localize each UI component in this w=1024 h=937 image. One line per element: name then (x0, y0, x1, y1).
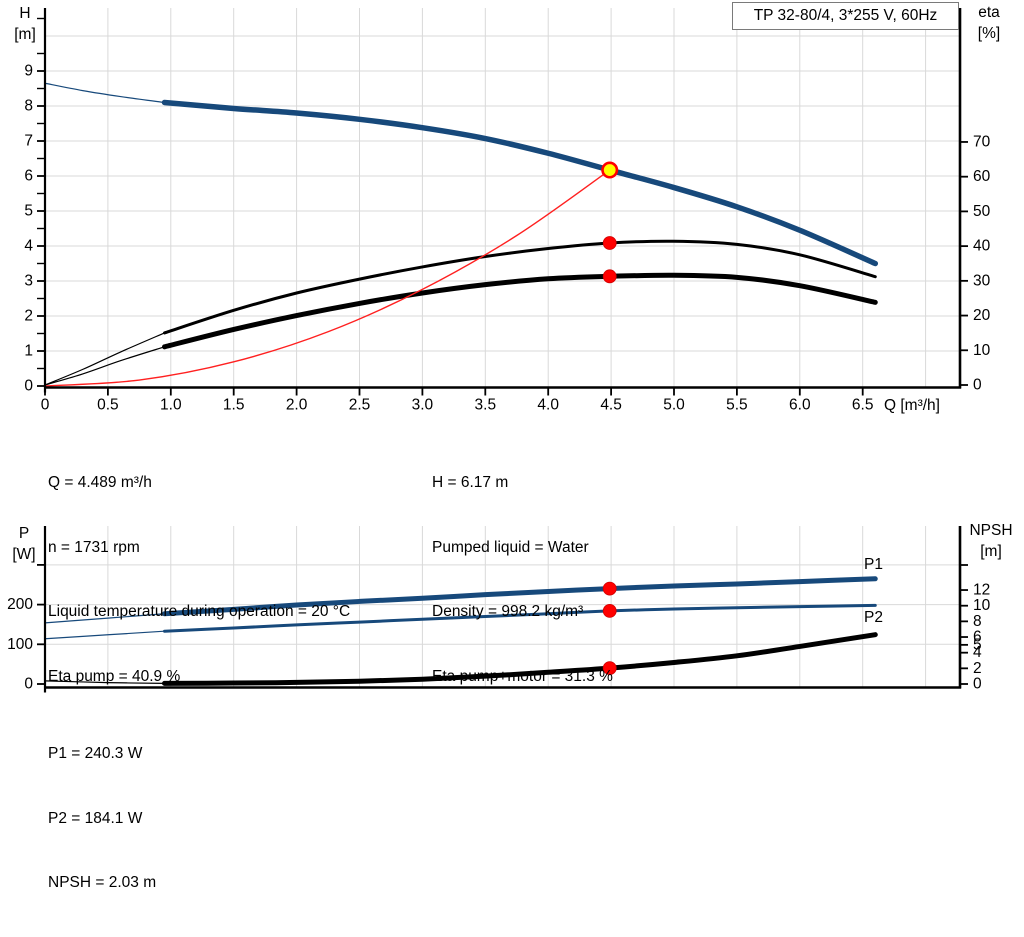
y-axis-right-tick-label: 10 (973, 597, 991, 614)
y-axis-left-tick-label: 1 (24, 343, 33, 360)
info-eta-pump: Eta pump = 40.9 % (48, 667, 181, 685)
eta-pump-motor-curve-thin (44, 346, 166, 386)
npsh-axis-unit: [m] (980, 543, 1002, 560)
y-axis-right-tick-label: 6 (973, 629, 982, 646)
x-axis-tick-label: 0 (41, 397, 50, 414)
x-axis-tick-label: 2.0 (286, 397, 308, 414)
x-axis-tick-label: 1.5 (223, 397, 245, 414)
p-axis-unit: [W] (12, 546, 36, 563)
duty-value-dot[interactable] (602, 269, 617, 284)
info-eta-pump-motor: Eta pump+motor = 31.3 % (432, 667, 613, 685)
info-p2: P2 = 184.1 W (48, 809, 143, 827)
y-axis-right-tick-label: 30 (973, 272, 991, 289)
info-head: H = 6.17 m (432, 474, 509, 491)
y-axis-right-tick-label: 2 (973, 660, 982, 677)
y-axis-right-tick-label: 5 (973, 636, 982, 653)
x-axis-tick-label: 5.5 (726, 397, 748, 414)
duty-value-dot[interactable] (602, 581, 617, 596)
x-axis-tick-label: 6.0 (789, 397, 811, 414)
info-flow: Q = 4.489 m³/h (48, 474, 152, 491)
y-axis-left-tick-label: 6 (24, 168, 33, 185)
pump-curve-report: 0 1 2 3 4 5 6 7 8 9 0 10 20 30 40 50 60 70 0 0.5 1.0 1.5 2.0 2.… (4, 2, 1020, 891)
y-axis-left-tick-label: 4 (24, 238, 33, 255)
h-axis-symbol: H (19, 5, 31, 22)
info-npsh: NPSH = 2.03 m (48, 874, 157, 891)
h-curve (161, 99, 879, 267)
q-axis-unit-label: Q [m³/h] (884, 397, 940, 414)
x-axis-tick-label: 2.5 (349, 397, 371, 414)
x-axis-tick-label: 3.5 (475, 397, 497, 414)
x-axis-tick-label: 3.0 (412, 397, 434, 414)
info-speed: n = 1731 rpm (48, 538, 140, 556)
npsh-curve (162, 632, 878, 686)
eta-axis-label: eta [%] (966, 2, 1012, 44)
duty-info-left: Q = 4.489 m³/h n = 1731 rpm Liquid tempe… (48, 429, 350, 730)
qh-eta-chart[interactable]: 0 1 2 3 4 5 6 7 8 9 0 10 20 30 40 50 60 70 0 0.5 1.0 1.5 2.0 2.… (24, 8, 991, 414)
y-axis-right-tick-label: 8 (973, 613, 982, 630)
h-curve-thin (44, 82, 166, 104)
npsh-axis-label: NPSH [m] (962, 520, 1020, 562)
y-axis-left-tick-label: 5 (24, 203, 33, 220)
y-axis-right-tick-label: 4 (973, 644, 982, 661)
y-axis-left-tick-label: 0 (24, 676, 33, 693)
y-axis-right-tick-label: 10 (973, 342, 991, 359)
power-info: P1 = 240.3 W P2 = 184.1 W NPSH = 2.03 m (48, 700, 156, 937)
info-density: Density = 998.2 kg/m³ (432, 603, 584, 620)
duty-value-dot[interactable] (602, 661, 617, 676)
p1-curve (162, 576, 878, 617)
p1-curve-thin (44, 613, 166, 624)
eta-axis-symbol: eta (978, 4, 1000, 21)
y-axis-right-tick-label: 0 (973, 676, 982, 693)
x-axis-tick-label: 1.0 (160, 397, 182, 414)
series-label-p1: P1 (864, 556, 883, 573)
p2-curve-thin (44, 630, 166, 640)
h-axis-label: H [m] (6, 3, 44, 45)
npsh-curve-thin (44, 680, 166, 684)
h-axis-unit: [m] (14, 26, 36, 43)
series-label-p2: P2 (864, 609, 883, 626)
pump-type-title: TP 32-80/4, 3*255 V, 60Hz (732, 2, 959, 30)
x-axis-tick-label: 4.0 (537, 397, 559, 414)
y-axis-left-tick-label: 0 (24, 378, 33, 395)
p-axis-label: P [W] (4, 523, 44, 565)
y-axis-right-tick-label: 50 (973, 203, 991, 220)
y-axis-right-tick-label: 70 (973, 133, 991, 150)
eta-axis-unit: [%] (977, 25, 1001, 42)
y-axis-right-tick-label: 0 (973, 377, 982, 394)
y-axis-right-tick-label: 40 (973, 238, 991, 255)
x-axis-tick-label: 0.5 (97, 397, 119, 414)
eta-pump-curve (163, 239, 877, 335)
npsh-axis-symbol: NPSH (969, 522, 1013, 539)
y-axis-left-tick-label: 7 (24, 133, 33, 150)
y-axis-left-tick-label: 2 (24, 308, 33, 325)
eta-pump-motor-curve (162, 272, 878, 350)
y-axis-right-tick-label: 60 (973, 168, 991, 185)
duty-value-dot[interactable] (602, 236, 617, 250)
system-curve-thin (44, 169, 611, 387)
info-p1: P1 = 240.3 W (48, 745, 143, 762)
p2-curve (163, 603, 877, 633)
x-axis-tick-label: 5.0 (663, 397, 685, 414)
y-axis-left-tick-label: 3 (24, 273, 33, 290)
p-axis-symbol: P (18, 525, 30, 542)
y-axis-right-tick-label: 12 (973, 582, 990, 599)
duty-point-marker[interactable] (601, 161, 619, 179)
y-axis-left-tick-label: 8 (24, 98, 33, 115)
eta-pump-curve-thin (44, 332, 166, 386)
duty-info-right: H = 6.17 m Pumped liquid = Water Density… (432, 429, 613, 730)
y-axis-right-tick-label: 20 (973, 307, 991, 324)
y-axis-left-tick-label: 9 (24, 63, 33, 80)
duty-value-dot[interactable] (602, 604, 617, 618)
info-liquid-temp: Liquid temperature during operation = 20… (48, 603, 351, 620)
x-axis-tick-label: 6.5 (852, 397, 874, 414)
info-pumped-liquid: Pumped liquid = Water (432, 538, 589, 556)
y-axis-left-tick-label: 200 (7, 596, 33, 613)
x-axis-tick-label: 4.5 (600, 397, 622, 414)
y-axis-left-tick-label: 100 (7, 636, 33, 653)
